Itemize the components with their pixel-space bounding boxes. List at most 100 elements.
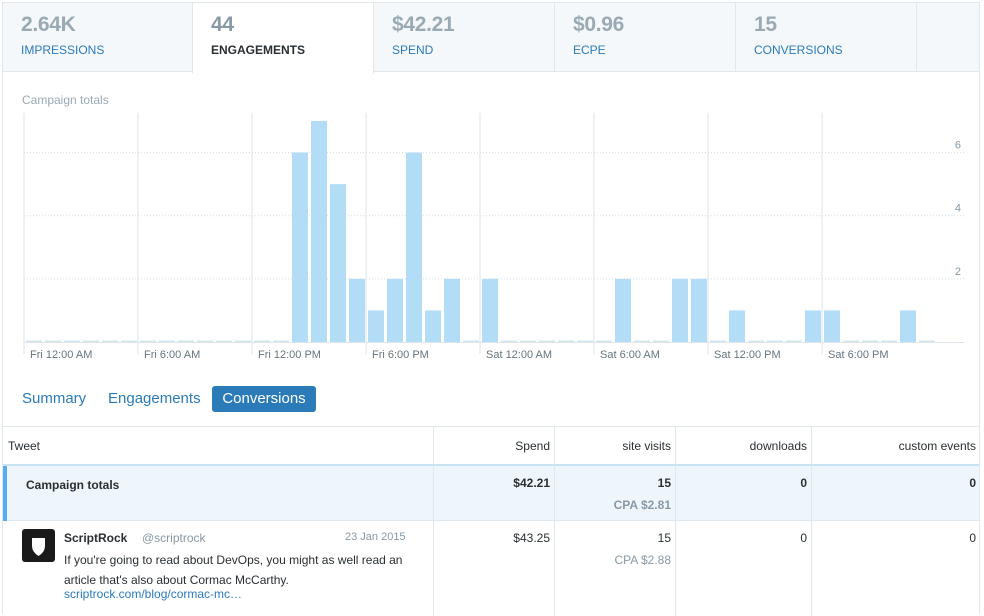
chart-bar [444, 278, 460, 342]
column-divider [433, 521, 434, 616]
chart-bar [216, 340, 232, 342]
totals-label: Campaign totals [26, 478, 120, 492]
metric-tab-engagements[interactable]: 44 ENGAGEMENTS [192, 3, 374, 74]
column-divider [554, 521, 555, 616]
metric-tabs: 2.64K IMPRESSIONS 44 ENGAGEMENTS $42.21 … [3, 3, 979, 74]
chart-bar [273, 340, 289, 342]
table-header: Tweet Spend site visits downloads custom… [3, 426, 979, 466]
chart-bar [862, 340, 878, 342]
metric-label: CONVERSIONS [754, 43, 843, 57]
column-divider [433, 427, 434, 465]
chart-bar [634, 340, 650, 342]
tab-summary[interactable]: Summary [22, 390, 87, 407]
chart-bar [900, 310, 916, 342]
tab-engagements[interactable]: Engagements [108, 390, 201, 407]
chart-bar [349, 278, 365, 342]
chart-bar [577, 340, 593, 342]
chart-bar [615, 278, 631, 342]
chart-bar [102, 340, 118, 342]
chart-bar [45, 340, 61, 342]
column-divider [675, 427, 676, 465]
chart-bar [463, 340, 479, 342]
row-spend: $43.25 [513, 531, 550, 545]
chart-svg: 6 4 2 Fri 12:00 AM Fri 6:00 AM Fri 12:00 PM Fr… [23, 113, 964, 361]
chart-bar [235, 340, 251, 342]
chart-bar [824, 310, 840, 342]
metric-tab-ecpe[interactable]: $0.96 ECPE [555, 3, 736, 72]
chart-title: Campaign totals [22, 93, 109, 107]
avatar[interactable] [22, 529, 55, 562]
y-tick-label: 2 [955, 266, 961, 278]
chart-bar [558, 340, 574, 342]
chart-bar [767, 340, 783, 342]
column-divider [811, 521, 812, 616]
chart-bar [159, 340, 175, 342]
campaign-totals-row: Campaign totals $42.21 15 CPA $2.81 0 0 [3, 466, 979, 521]
chart-bar [805, 310, 821, 342]
metric-value: 2.64K [21, 13, 76, 36]
metric-tab-conversions[interactable]: 15 CONVERSIONS [736, 3, 917, 72]
x-tick-label: Sat 6:00 AM [600, 349, 660, 361]
chart-bar [501, 340, 517, 342]
x-tick-label: Fri 6:00 PM [372, 349, 429, 361]
x-tick-label: Sat 6:00 PM [828, 349, 889, 361]
column-header-downloads: downloads [749, 439, 807, 453]
x-tick-label: Fri 12:00 AM [30, 349, 92, 361]
chart-bar [292, 152, 308, 342]
metric-tab-spend[interactable]: $42.21 SPEND [374, 3, 555, 72]
chart-bar [672, 278, 688, 342]
chart-bar [653, 340, 669, 342]
metric-label: ECPE [573, 43, 606, 57]
metric-tab-impressions[interactable]: 2.64K IMPRESSIONS [3, 3, 193, 72]
chart-bar [596, 340, 612, 342]
row-downloads: 0 [800, 531, 807, 545]
chart-bar [539, 340, 555, 342]
chart-bar [121, 340, 137, 342]
chart-bar [368, 310, 384, 342]
metric-value: $0.96 [573, 13, 625, 36]
column-divider [554, 427, 555, 465]
y-tick-label: 4 [955, 203, 961, 215]
chart-bar [520, 340, 536, 342]
y-tick-label: 6 [955, 140, 961, 152]
tweet-link[interactable]: scriptrock.com/blog/cormac-mc… [64, 587, 243, 601]
column-divider [675, 466, 676, 521]
column-divider [675, 521, 676, 616]
x-tick-label: Fri 12:00 PM [258, 349, 321, 361]
chart-bar [748, 340, 764, 342]
row-site-visits-cpa: CPA $2.88 [614, 553, 671, 567]
metric-value: 44 [211, 13, 234, 36]
totals-custom-events: 0 [969, 476, 976, 490]
totals-spend: $42.21 [513, 476, 550, 490]
metric-label: SPEND [392, 43, 434, 57]
chart-bar [387, 278, 403, 342]
chart-bar [482, 278, 498, 342]
row-site-visits: 15 CPA $2.88 [555, 531, 671, 567]
chart-bar [425, 310, 441, 342]
metric-tabs-filler [917, 3, 979, 72]
column-divider [433, 466, 434, 521]
x-tick-label: Sat 12:00 AM [486, 349, 552, 361]
chart-bar [197, 340, 213, 342]
chart-bar [406, 152, 422, 342]
x-tick-label: Fri 6:00 AM [144, 349, 200, 361]
metric-label: ENGAGEMENTS [211, 43, 306, 57]
tab-conversions[interactable]: Conversions [212, 386, 316, 412]
table-row[interactable]: ScriptRock @scriptrock 23 Jan 2015 If yo… [3, 521, 979, 616]
metric-value: 15 [754, 13, 777, 36]
chart-bar [843, 340, 859, 342]
column-divider [554, 466, 555, 521]
tweet-author-handle[interactable]: @scriptrock [142, 531, 206, 545]
chart-bar [881, 340, 897, 342]
column-divider [811, 427, 812, 465]
totals-site-visits: 15 CPA $2.81 [555, 476, 671, 512]
row-custom-events: 0 [969, 531, 976, 545]
metric-label: IMPRESSIONS [21, 43, 105, 57]
conversions-table: Tweet Spend site visits downloads custom… [3, 426, 979, 616]
view-tabs: Summary Engagements Conversions [3, 384, 979, 416]
chart-bar [330, 184, 346, 342]
metric-value: $42.21 [392, 13, 455, 36]
chart-bar [64, 340, 80, 342]
tweet-author-name[interactable]: ScriptRock [64, 531, 128, 545]
